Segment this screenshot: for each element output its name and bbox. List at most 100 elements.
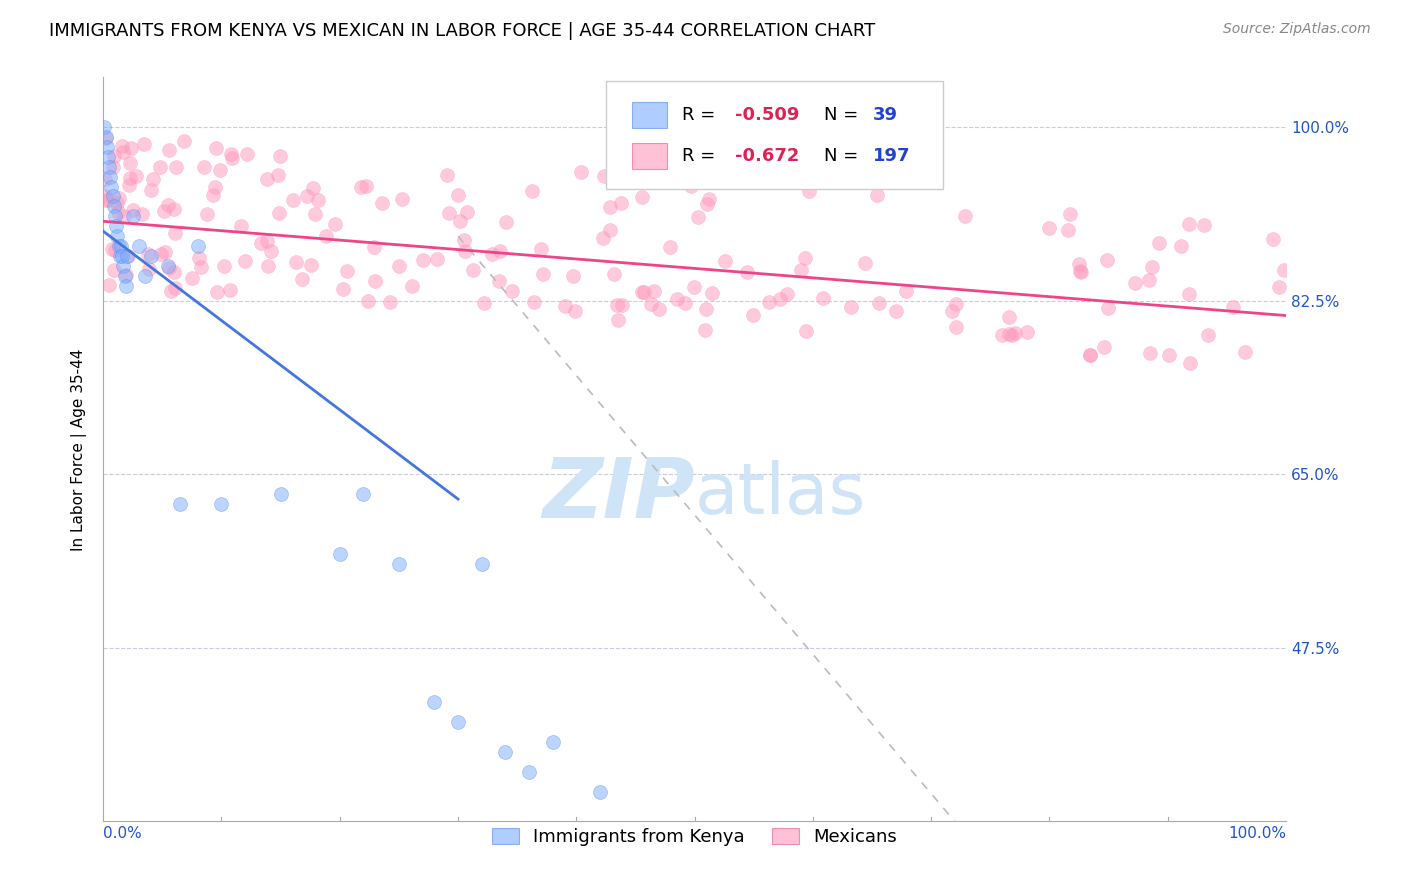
Point bbox=[811, 291, 834, 305]
Point bbox=[606, 298, 628, 312]
Text: -0.672: -0.672 bbox=[735, 146, 799, 164]
Point bbox=[1170, 239, 1192, 253]
Point bbox=[735, 264, 758, 278]
Point bbox=[96, 140, 118, 154]
Point bbox=[607, 313, 630, 327]
Point bbox=[132, 136, 155, 151]
Point bbox=[141, 182, 163, 196]
Point bbox=[495, 215, 517, 229]
Point bbox=[256, 234, 278, 248]
FancyBboxPatch shape bbox=[606, 81, 943, 189]
Point bbox=[599, 223, 621, 237]
Point bbox=[797, 184, 820, 198]
Point bbox=[610, 196, 633, 211]
Point bbox=[205, 285, 228, 300]
Point bbox=[193, 160, 215, 174]
Point bbox=[332, 281, 354, 295]
Point bbox=[1178, 217, 1201, 231]
Point bbox=[97, 150, 120, 164]
Point bbox=[165, 281, 187, 295]
Point bbox=[683, 280, 706, 294]
Point bbox=[165, 161, 187, 175]
Point bbox=[94, 172, 117, 186]
Point bbox=[323, 217, 346, 231]
Point bbox=[204, 180, 226, 194]
Point bbox=[388, 557, 411, 571]
Point bbox=[472, 296, 495, 310]
Point bbox=[1261, 232, 1284, 246]
Point bbox=[195, 207, 218, 221]
Point bbox=[96, 193, 118, 207]
Point bbox=[1197, 328, 1219, 343]
Point bbox=[659, 240, 682, 254]
Point bbox=[100, 179, 122, 194]
Point bbox=[790, 263, 813, 277]
Point bbox=[758, 295, 780, 310]
Point bbox=[391, 192, 413, 206]
Point bbox=[1137, 273, 1160, 287]
Point bbox=[1070, 264, 1092, 278]
Point bbox=[631, 189, 654, 203]
Point bbox=[256, 172, 278, 186]
Point bbox=[219, 147, 242, 161]
Point bbox=[235, 253, 257, 268]
Point bbox=[401, 279, 423, 293]
Point bbox=[93, 120, 115, 134]
Point bbox=[138, 262, 160, 277]
Point bbox=[839, 300, 862, 314]
Point bbox=[117, 249, 139, 263]
Point bbox=[702, 286, 724, 301]
Point bbox=[111, 249, 134, 263]
Text: 0.0%: 0.0% bbox=[103, 827, 142, 841]
Point bbox=[439, 205, 461, 219]
Point bbox=[523, 295, 546, 310]
Point bbox=[679, 179, 702, 194]
Text: 197: 197 bbox=[873, 146, 911, 164]
Point bbox=[453, 233, 475, 247]
Point bbox=[98, 278, 121, 293]
Point bbox=[94, 130, 117, 145]
Point bbox=[714, 254, 737, 268]
Point bbox=[302, 181, 325, 195]
Point bbox=[267, 168, 290, 182]
Point bbox=[157, 259, 180, 273]
Point bbox=[630, 285, 652, 299]
Point bbox=[643, 284, 665, 298]
Point bbox=[104, 210, 127, 224]
Point bbox=[695, 323, 717, 337]
Point bbox=[1272, 263, 1295, 277]
Point bbox=[471, 557, 494, 571]
Point bbox=[212, 259, 235, 273]
Point bbox=[589, 785, 612, 799]
Point bbox=[98, 169, 121, 184]
Point bbox=[190, 260, 212, 274]
Point bbox=[530, 243, 553, 257]
Point bbox=[299, 258, 322, 272]
Point bbox=[1000, 328, 1022, 343]
Point bbox=[107, 239, 129, 253]
Point bbox=[633, 285, 655, 299]
Point bbox=[120, 141, 142, 155]
Point bbox=[447, 715, 470, 730]
Point bbox=[426, 252, 449, 266]
Point bbox=[1149, 236, 1171, 251]
Point bbox=[110, 239, 132, 253]
Point bbox=[173, 135, 195, 149]
Point bbox=[352, 487, 374, 501]
Point bbox=[259, 244, 281, 259]
Point bbox=[501, 284, 523, 298]
Point bbox=[531, 267, 554, 281]
Point bbox=[270, 487, 292, 501]
Text: N =: N = bbox=[824, 146, 863, 164]
Point bbox=[673, 295, 696, 310]
Point bbox=[868, 296, 890, 310]
Point bbox=[219, 283, 242, 297]
Point bbox=[554, 299, 576, 313]
Point bbox=[363, 240, 385, 254]
Point bbox=[163, 202, 186, 216]
Point bbox=[201, 188, 224, 202]
Point bbox=[1192, 219, 1215, 233]
Point bbox=[134, 268, 156, 283]
Point bbox=[105, 219, 128, 234]
Point bbox=[103, 161, 125, 175]
